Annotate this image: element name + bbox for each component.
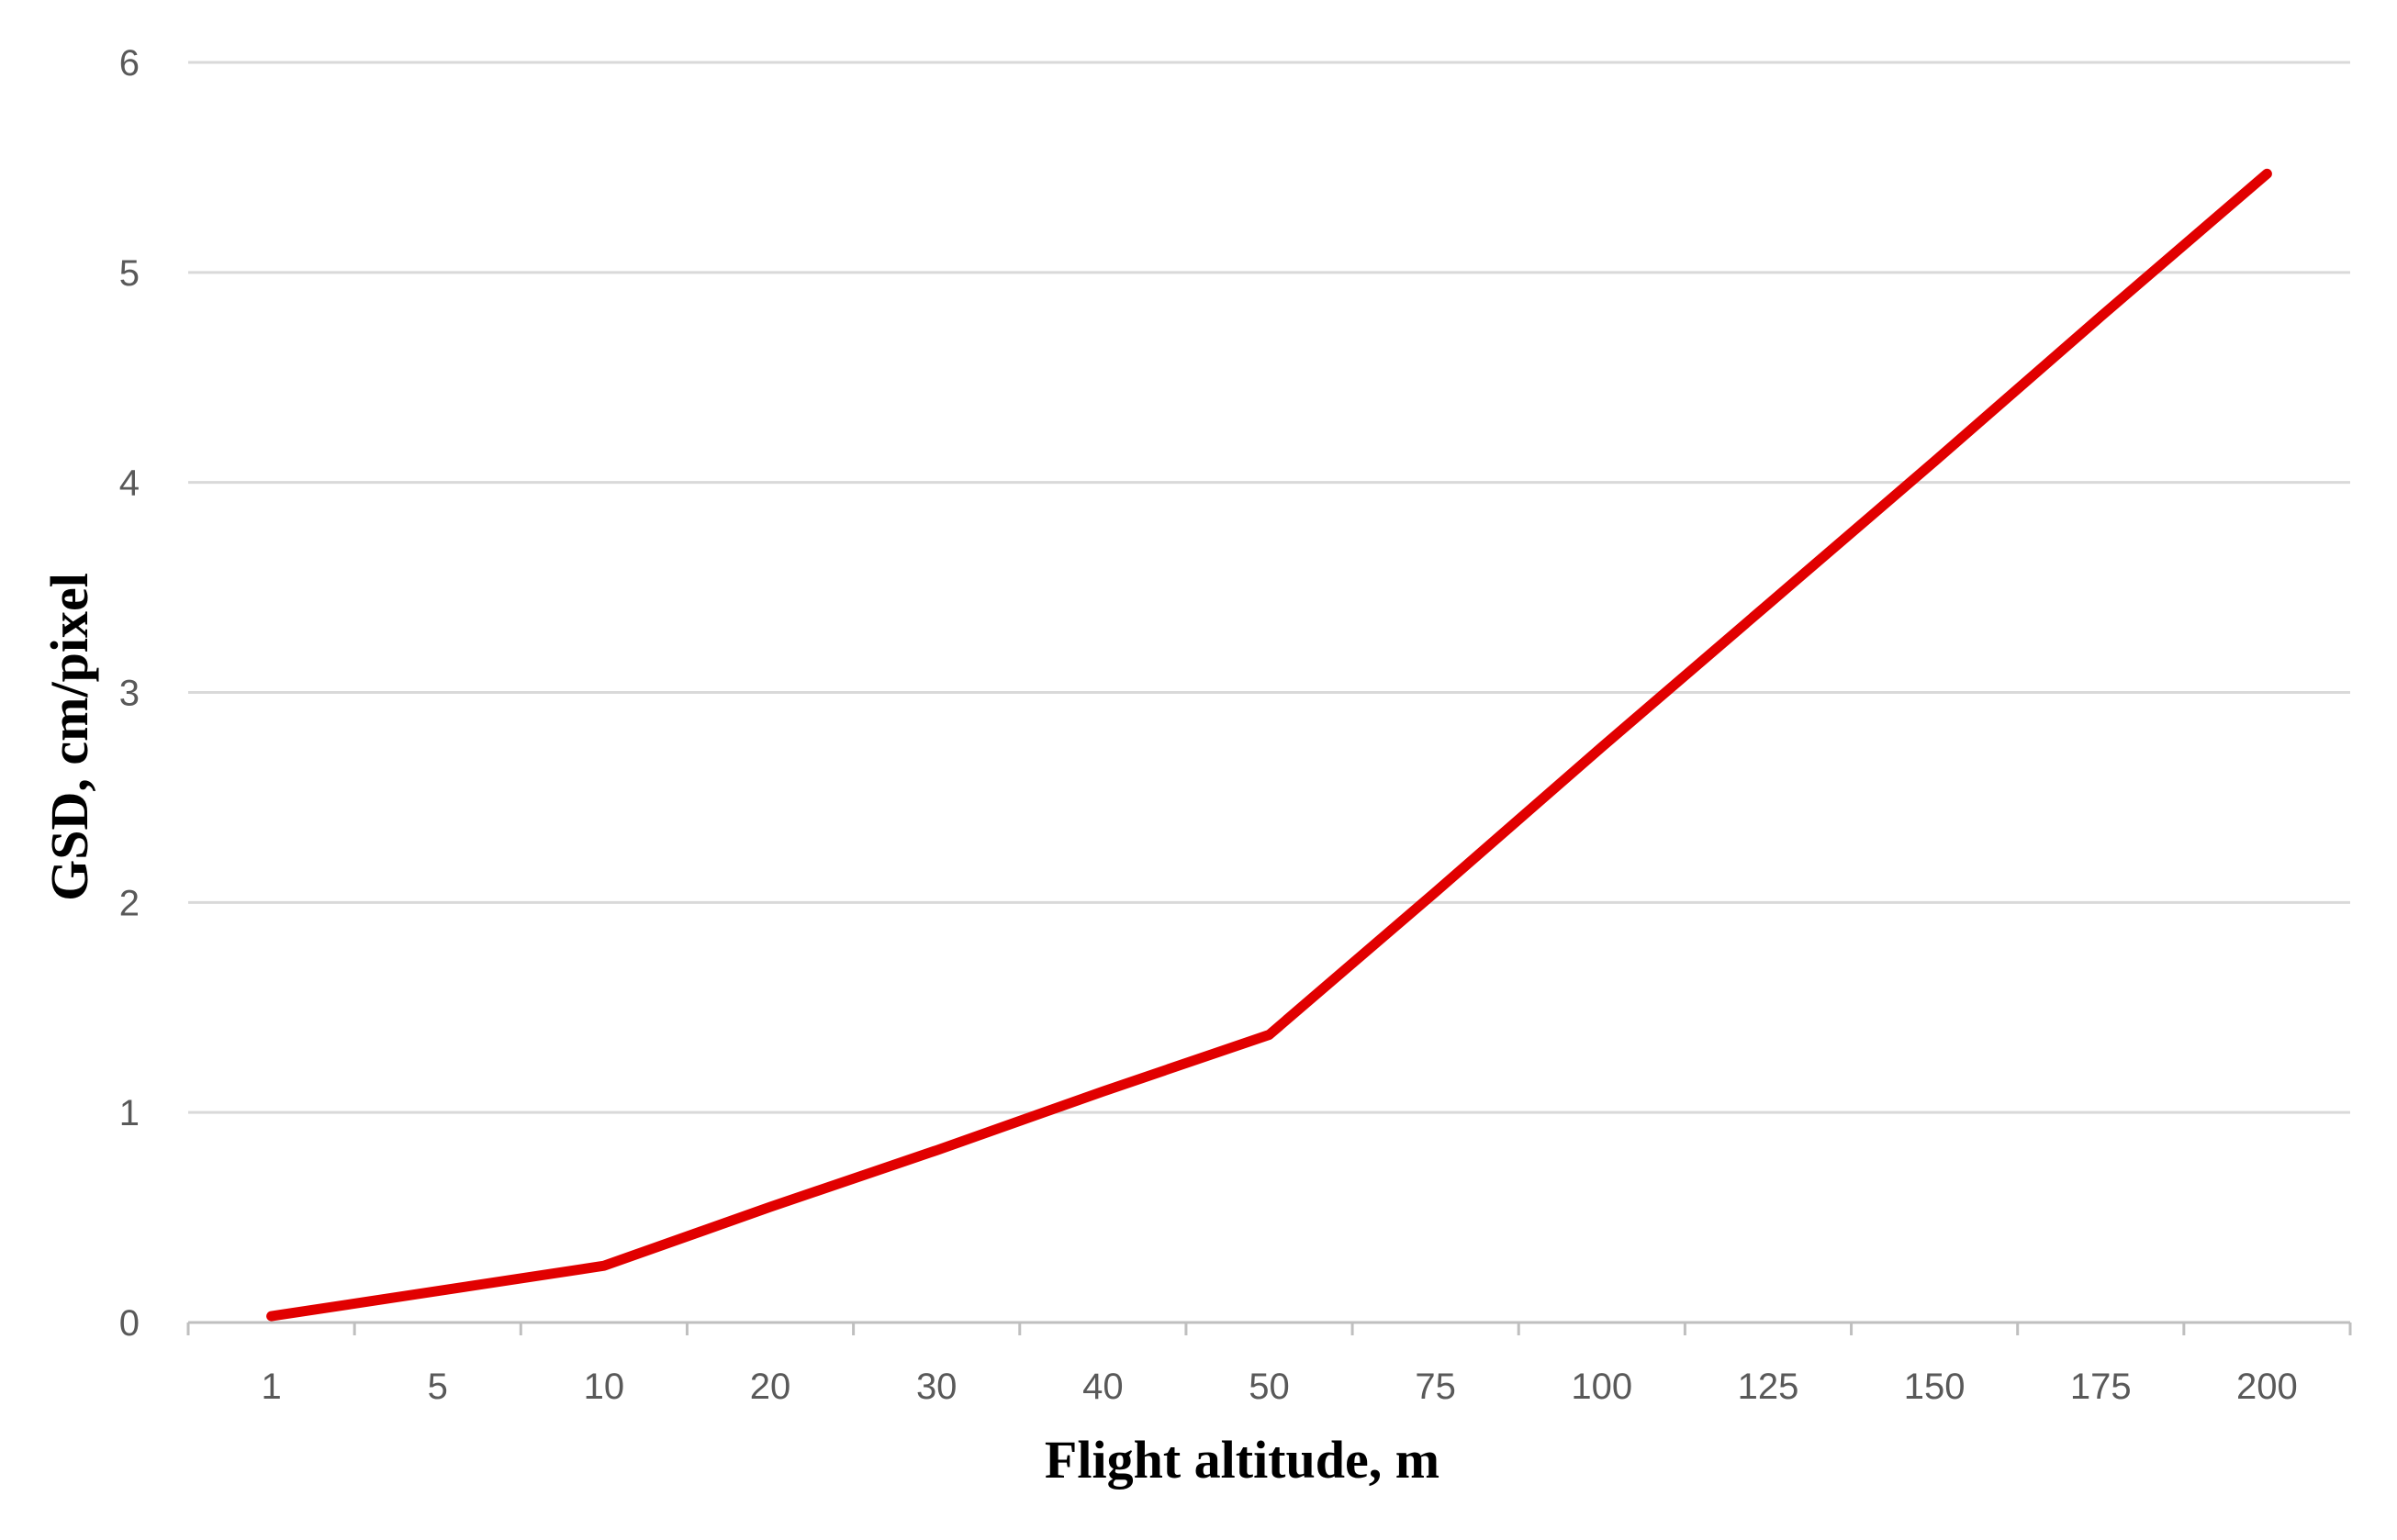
- x-tick-label: 150: [1904, 1367, 1966, 1407]
- y-tick-label: 2: [119, 883, 140, 923]
- x-tick-label: 75: [1415, 1367, 1456, 1407]
- y-tick-label: 6: [119, 43, 140, 84]
- x-tick-label: 20: [750, 1367, 791, 1407]
- x-tick-label: 175: [2070, 1367, 2132, 1407]
- x-tick-label: 125: [1738, 1367, 1799, 1407]
- x-tick-label: 10: [584, 1367, 625, 1407]
- y-axis-title: GSD, cm/pixel: [39, 573, 99, 901]
- y-tick-label: 0: [119, 1303, 140, 1344]
- y-tick-label: 4: [119, 463, 140, 504]
- y-tick-label: 5: [119, 253, 140, 294]
- x-tick-label: 50: [1249, 1367, 1290, 1407]
- x-tick-label: 5: [428, 1367, 448, 1407]
- x-tick-label: 200: [2236, 1367, 2298, 1407]
- x-tick-label: 30: [916, 1367, 958, 1407]
- x-tick-labels: 1 5 10 20 30 40 50 75 100 125 150 175 200: [261, 1367, 2297, 1407]
- x-axis-title: Flight altitude, m: [1045, 1430, 1439, 1490]
- y-tick-label: 3: [119, 674, 140, 714]
- series-line: [266, 168, 2272, 1322]
- series-layer: [266, 168, 2272, 1322]
- x-tick-label: 40: [1082, 1367, 1124, 1407]
- x-axis: [186, 1321, 2352, 1335]
- gridlines: [188, 61, 2350, 1114]
- x-tick-label: 1: [261, 1367, 281, 1407]
- y-tick-label: 1: [119, 1093, 140, 1133]
- x-tick-label: 100: [1571, 1367, 1632, 1407]
- y-tick-labels: 0 1 2 3 4 5 6: [119, 43, 140, 1344]
